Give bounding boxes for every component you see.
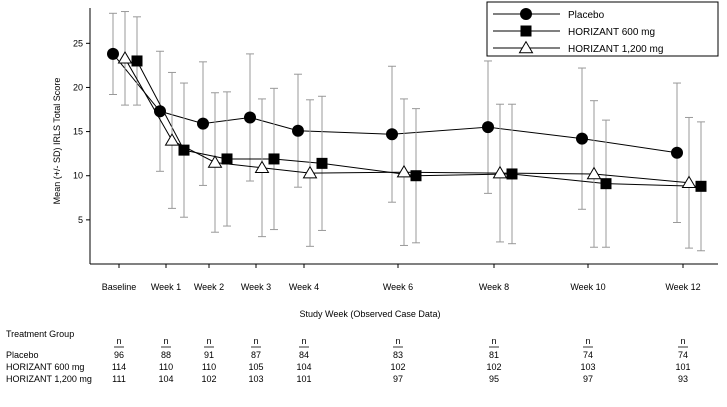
table-cell: 84 — [299, 350, 309, 360]
circle-marker — [292, 124, 304, 137]
y-tick-label: 5 — [78, 215, 83, 225]
triangle-marker — [302, 165, 318, 179]
series-placebo — [107, 12, 683, 224]
y-tick-label: 20 — [73, 82, 83, 92]
series-horizant-1-200-mg — [117, 11, 697, 249]
y-axis-title: Mean (+/- SD) IRLS Total Score — [52, 78, 62, 205]
table-cell: 104 — [158, 374, 173, 384]
triangle-marker — [396, 164, 412, 178]
n-header: n — [206, 336, 211, 346]
table-cell: 114 — [112, 362, 126, 372]
table-cell: 95 — [489, 374, 499, 384]
table-cell: 96 — [114, 350, 124, 360]
table-cell: 102 — [201, 374, 216, 384]
x-tick-label: Week 10 — [570, 282, 605, 292]
x-tick-label: Baseline — [102, 282, 137, 292]
triangle-marker — [117, 51, 133, 64]
x-tick-label: Week 12 — [665, 282, 700, 292]
circle-marker — [386, 128, 398, 141]
triangle-marker — [586, 166, 602, 180]
circle-marker — [671, 146, 683, 159]
table-row-label: HORIZANT 1,200 mg — [6, 374, 92, 384]
x-axis-title: Study Week (Observed Case Data) — [300, 309, 441, 319]
n-header: n — [301, 336, 306, 346]
triangle-marker — [207, 155, 223, 168]
x-ticks: Baseline Week 1 Week 2 Week 3 Week 4 Week 6 We… — [102, 264, 701, 292]
circle-marker — [482, 121, 494, 134]
table-cell: 105 — [248, 362, 263, 372]
table-cell: 102 — [390, 362, 405, 372]
table-cell: 103 — [580, 362, 595, 372]
triangle-marker — [681, 175, 697, 189]
circle-marker — [107, 47, 119, 60]
table-cell: 87 — [251, 350, 261, 360]
table-header: Treatment Group — [6, 329, 74, 339]
triangle-marker — [164, 133, 180, 146]
table-cell: 102 — [486, 362, 501, 372]
table-cell: 83 — [393, 350, 403, 360]
x-tick-label: Week 2 — [194, 282, 224, 292]
square-marker — [221, 153, 233, 165]
table-cell: 74 — [678, 350, 688, 360]
x-tick-label: Week 4 — [289, 282, 319, 292]
square-marker — [695, 180, 707, 192]
y-tick-label: 10 — [73, 171, 83, 181]
table-cell: 103 — [248, 374, 263, 384]
y-tick-label: 25 — [73, 38, 83, 48]
x-tick-label: Week 3 — [241, 282, 271, 292]
n-header: n — [680, 336, 685, 346]
table-cell: 97 — [583, 374, 593, 384]
n-header: n — [253, 336, 258, 346]
series-layer — [107, 11, 707, 252]
triangle-marker — [254, 160, 270, 174]
circle-marker — [197, 117, 209, 130]
x-tick-label: Week 6 — [383, 282, 413, 292]
table-cell: 97 — [393, 374, 403, 384]
legend-label: Placebo — [568, 10, 605, 21]
legend-label: HORIZANT 600 mg — [568, 27, 655, 38]
square-marker — [600, 178, 612, 190]
table-row-label: HORIZANT 600 mg — [6, 362, 84, 372]
table-cell: 93 — [678, 374, 688, 384]
square-marker — [316, 157, 328, 169]
circle-marker — [244, 111, 256, 124]
n-table: Treatment Group n n n n n n n n n Placebo 96 88 91 87… — [6, 329, 691, 384]
square-marker — [268, 153, 280, 165]
table-cell: 74 — [583, 350, 593, 360]
n-header: n — [395, 336, 400, 346]
n-header: n — [491, 336, 496, 346]
table-cell: 110 — [202, 362, 216, 372]
y-ticks: 5 10 15 20 25 — [73, 38, 90, 225]
table-row-label: Placebo — [6, 350, 39, 360]
x-tick-label: Week 1 — [151, 282, 181, 292]
circle-marker — [576, 132, 588, 145]
n-header: n — [116, 336, 121, 346]
square-marker — [410, 170, 422, 182]
legend: Placebo HORIZANT 600 mg HORIZANT 1,200 mg — [486, 1, 719, 57]
table-cell: 104 — [296, 362, 311, 372]
x-tick-label: Week 8 — [479, 282, 509, 292]
plot-area: 5 10 15 20 25 Baseline Week 1 Week 2 Week 3 Week… — [73, 8, 718, 292]
n-header: n — [585, 336, 590, 346]
n-header: n — [163, 336, 168, 346]
square-marker — [178, 144, 190, 156]
triangle-marker — [518, 40, 534, 54]
table-cell: 81 — [489, 350, 499, 360]
table-cell: 101 — [296, 374, 311, 384]
square-marker — [520, 25, 532, 37]
y-tick-label: 15 — [73, 127, 83, 137]
square-marker — [131, 55, 143, 67]
circle-marker — [520, 8, 532, 20]
square-marker — [506, 168, 518, 180]
table-cell: 101 — [675, 362, 690, 372]
triangle-marker — [492, 165, 508, 179]
table-cell: 91 — [204, 350, 214, 360]
legend-label: HORIZANT 1,200 mg — [568, 44, 663, 55]
table-cell: 88 — [161, 350, 171, 360]
table-cell: 110 — [159, 362, 173, 372]
series-horizant-600-mg — [131, 16, 707, 252]
table-cell: 111 — [112, 374, 126, 384]
